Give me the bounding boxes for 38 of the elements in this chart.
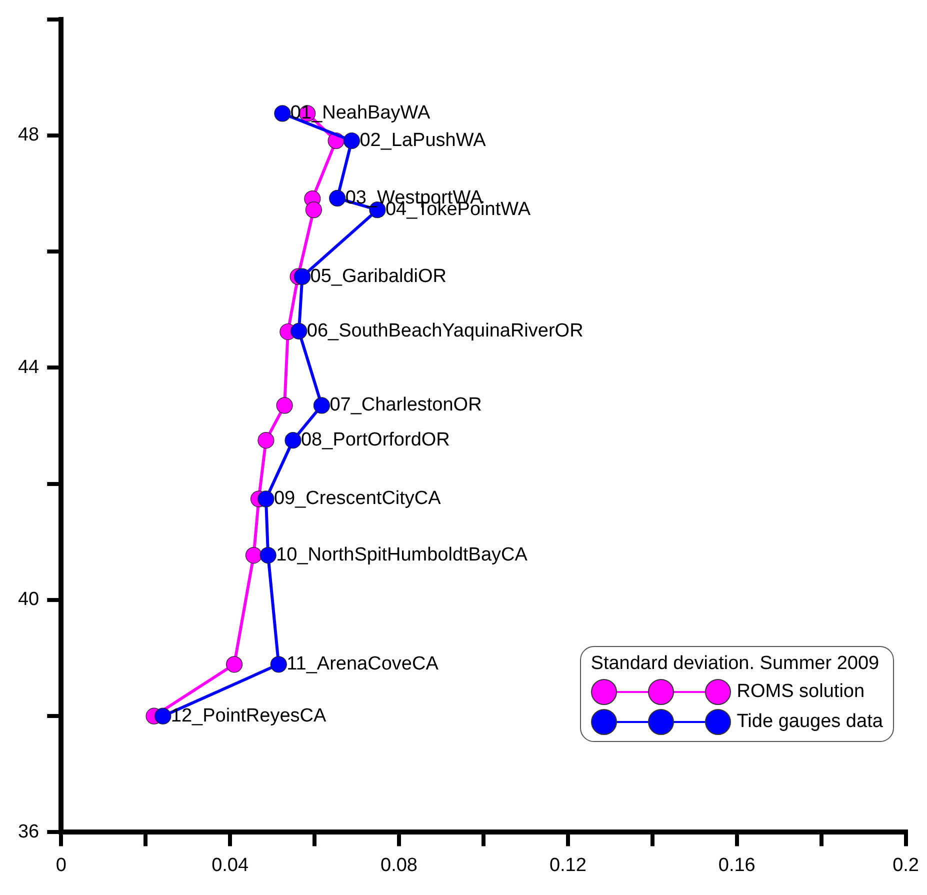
x-tick-label: 0.2 [892, 854, 920, 876]
y-tick-label: 36 [18, 821, 40, 842]
point [258, 432, 274, 449]
point [226, 656, 243, 673]
y-tick-label: 40 [18, 589, 40, 610]
y-tick-label: 48 [18, 124, 40, 146]
y-tick-label: 44 [18, 356, 40, 378]
point [276, 397, 293, 414]
point [290, 322, 308, 340]
annotation: 02_LaPushWA [360, 130, 486, 151]
annotation: 05_GaribaldiOR [310, 266, 447, 287]
annotation: 07_CharlestonOR [330, 394, 482, 416]
x-tick-label: 0.04 [212, 854, 249, 876]
point [329, 190, 346, 207]
annotation: 08_PortOrfordOR [300, 430, 450, 451]
point [258, 490, 274, 508]
legend-label: Tide gauges data [736, 711, 883, 734]
annotation: 11_ArenaCoveCA [286, 654, 439, 675]
point [294, 268, 311, 285]
point [245, 546, 262, 564]
point [274, 105, 291, 122]
x-tick-label: 0 [56, 854, 66, 876]
point [270, 656, 287, 673]
point [154, 708, 172, 724]
annotation: 12_PointReyesCA [170, 705, 326, 726]
x-tick-label: 0.08 [380, 854, 418, 876]
annotation: 06_SouthBeachYaquinaRiverOR [306, 320, 584, 342]
point [305, 202, 322, 218]
annotation: 09_CrescentCityCA [274, 488, 442, 510]
x-tick-label: 0.16 [718, 854, 756, 876]
annotation: 10_NorthSpitHumboldtBayCA [276, 544, 528, 566]
point [313, 397, 330, 414]
legend-title: Standard deviation. Summer 2009 [590, 653, 880, 676]
point [284, 432, 302, 449]
legend-label: ROMS solution [736, 681, 865, 704]
point [260, 546, 276, 564]
x-tick-label: 0.12 [549, 854, 586, 876]
point [343, 132, 360, 150]
